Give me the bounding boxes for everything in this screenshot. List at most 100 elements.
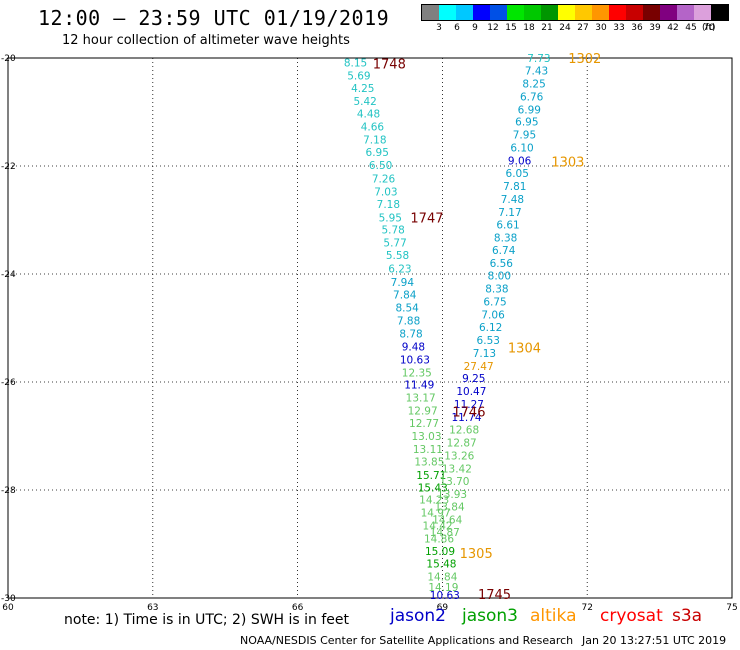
wave-height-value: 6.76 bbox=[520, 91, 544, 103]
legend-color-bar bbox=[421, 4, 729, 21]
legend-swatch bbox=[609, 5, 626, 20]
legend-tick-label: 30 bbox=[595, 23, 607, 33]
pass-number-label: 1303 bbox=[551, 156, 584, 171]
legend-tick-label: 3 bbox=[436, 23, 442, 33]
wave-height-value: 10.63 bbox=[400, 354, 430, 366]
longitude-tick-label: 75 bbox=[726, 603, 737, 613]
legend-swatch bbox=[490, 5, 507, 20]
wave-height-value: 6.74 bbox=[492, 245, 516, 257]
wave-height-value: 14.64 bbox=[432, 515, 462, 527]
pass-number-label: 1747 bbox=[410, 211, 443, 226]
wave-height-value: 8.15 bbox=[344, 57, 367, 69]
legend-tick-label: 36 bbox=[631, 23, 643, 33]
wave-height-value: 14.86 bbox=[424, 534, 454, 546]
wave-height-value: 9.48 bbox=[402, 341, 425, 353]
footer-note: note: 1) Time is in UTC; 2) SWH is in fe… bbox=[64, 612, 350, 628]
wave-height-value: 7.73 bbox=[527, 53, 550, 65]
legend-tick-label: 42 bbox=[667, 23, 679, 33]
legend-tick-label: 70 bbox=[703, 23, 715, 33]
longitude-tick-label: 60 bbox=[2, 603, 14, 613]
legend-tick-label: 45 bbox=[685, 23, 697, 33]
satellite-legend-jason2: jason2 bbox=[390, 606, 446, 626]
wave-height-value: 13.11 bbox=[413, 444, 443, 456]
wave-height-value: 14.87 bbox=[430, 527, 460, 539]
wave-height-value: 6.12 bbox=[479, 322, 502, 334]
wave-height-value: 6.95 bbox=[515, 117, 538, 129]
wave-height-value: 7.17 bbox=[498, 207, 521, 219]
legend-tick-label: 33 bbox=[613, 23, 625, 33]
wave-height-value: 7.88 bbox=[397, 315, 420, 327]
wave-height-value: 4.48 bbox=[357, 109, 380, 121]
latitude-tick-label: -28 bbox=[1, 486, 16, 496]
wave-height-value: 13.26 bbox=[444, 450, 474, 462]
pass-number-label: 1746 bbox=[452, 406, 485, 421]
generated-timestamp: Jan 20 13:27:51 UTC 2019 bbox=[582, 634, 727, 647]
legend-swatch bbox=[643, 5, 660, 20]
legend-swatch bbox=[694, 5, 711, 20]
longitude-tick-label: 66 bbox=[292, 603, 304, 613]
wave-height-value: 7.43 bbox=[525, 65, 548, 77]
wave-height-value: 6.56 bbox=[490, 258, 514, 270]
wave-height-value: 13.85 bbox=[414, 456, 444, 468]
legend-tick-label: 27 bbox=[577, 23, 589, 33]
longitude-tick-label: 72 bbox=[581, 603, 592, 613]
legend-swatch bbox=[660, 5, 677, 20]
legend-tick-label: 21 bbox=[541, 23, 553, 33]
legend-swatch bbox=[541, 5, 558, 20]
legend-swatch bbox=[422, 5, 439, 20]
legend-swatch bbox=[626, 5, 643, 20]
wave-height-value: 7.94 bbox=[391, 277, 415, 289]
wave-height-value: 6.10 bbox=[510, 143, 533, 155]
wave-height-value: 15.48 bbox=[426, 558, 456, 570]
color-legend: 3 6 9 12 15 18 21 24 27 30 33 36 39 42 45 70 bbox=[421, 4, 729, 35]
legend-swatch bbox=[507, 5, 524, 20]
wave-height-value: 6.50 bbox=[369, 160, 392, 172]
legend-swatch bbox=[558, 5, 575, 20]
wave-height-value: 14.97 bbox=[421, 508, 451, 520]
satellite-legend-cryosat: cryosat bbox=[600, 606, 663, 626]
wave-height-value: 5.42 bbox=[353, 96, 376, 108]
wave-height-value: 5.69 bbox=[347, 70, 370, 82]
wave-height-value: 7.81 bbox=[503, 181, 526, 193]
wave-height-value: 4.66 bbox=[361, 122, 385, 134]
latitude-tick-label: -22 bbox=[1, 162, 16, 172]
wave-height-value: 8.54 bbox=[395, 302, 419, 314]
legend-tick-label: 9 bbox=[472, 23, 478, 33]
wave-height-value: 7.48 bbox=[501, 194, 524, 206]
pass-number-label: 1305 bbox=[460, 547, 493, 562]
wave-height-value: 13.42 bbox=[442, 463, 472, 475]
wave-height-value: 8.25 bbox=[522, 78, 545, 90]
wave-height-value: 13.03 bbox=[411, 431, 441, 443]
wave-height-value: 6.53 bbox=[477, 335, 500, 347]
legend-swatch bbox=[456, 5, 473, 20]
wave-height-value: 7.03 bbox=[374, 186, 397, 198]
legend-tick-label: 39 bbox=[649, 23, 661, 33]
longitude-tick-label: 63 bbox=[147, 603, 158, 613]
wave-height-value: 4.25 bbox=[351, 83, 374, 95]
legend-tick-labels: 3 6 9 12 15 18 21 24 27 30 33 36 39 42 45 70 bbox=[421, 21, 729, 35]
wave-height-value: 7.13 bbox=[473, 348, 496, 360]
pass-number-label: 1745 bbox=[478, 588, 511, 603]
wave-height-value: 7.95 bbox=[513, 130, 536, 142]
credit-line: NOAA/NESDIS Center for Satellite Applica… bbox=[240, 634, 574, 647]
wave-height-value: 11.49 bbox=[404, 380, 434, 392]
wave-height-value: 12.87 bbox=[447, 437, 477, 449]
wave-height-value: 8.38 bbox=[485, 284, 508, 296]
legend-unit: (ft) bbox=[702, 23, 716, 33]
wave-height-value: 6.61 bbox=[496, 219, 519, 231]
wave-height-value: 6.05 bbox=[506, 168, 529, 180]
wave-height-value: 15.09 bbox=[425, 546, 455, 558]
wave-height-value: 15.43 bbox=[418, 482, 448, 494]
satellite-legend-jason3: jason3 bbox=[462, 606, 518, 626]
wave-height-value: 13.84 bbox=[435, 502, 465, 514]
wave-height-value: 7.06 bbox=[481, 310, 505, 322]
wave-height-value: 12.77 bbox=[409, 418, 439, 430]
map-frame bbox=[7, 57, 733, 599]
satellite-legend-altika: altika bbox=[530, 606, 577, 626]
wave-height-value: 5.78 bbox=[381, 225, 404, 237]
legend-tick-label: 6 bbox=[454, 23, 460, 33]
wave-height-value: 12.68 bbox=[449, 425, 479, 437]
satellite-legend-s3a: s3a bbox=[672, 606, 703, 626]
legend-tick-label: 15 bbox=[505, 23, 517, 33]
wave-height-value: 7.18 bbox=[363, 135, 386, 147]
